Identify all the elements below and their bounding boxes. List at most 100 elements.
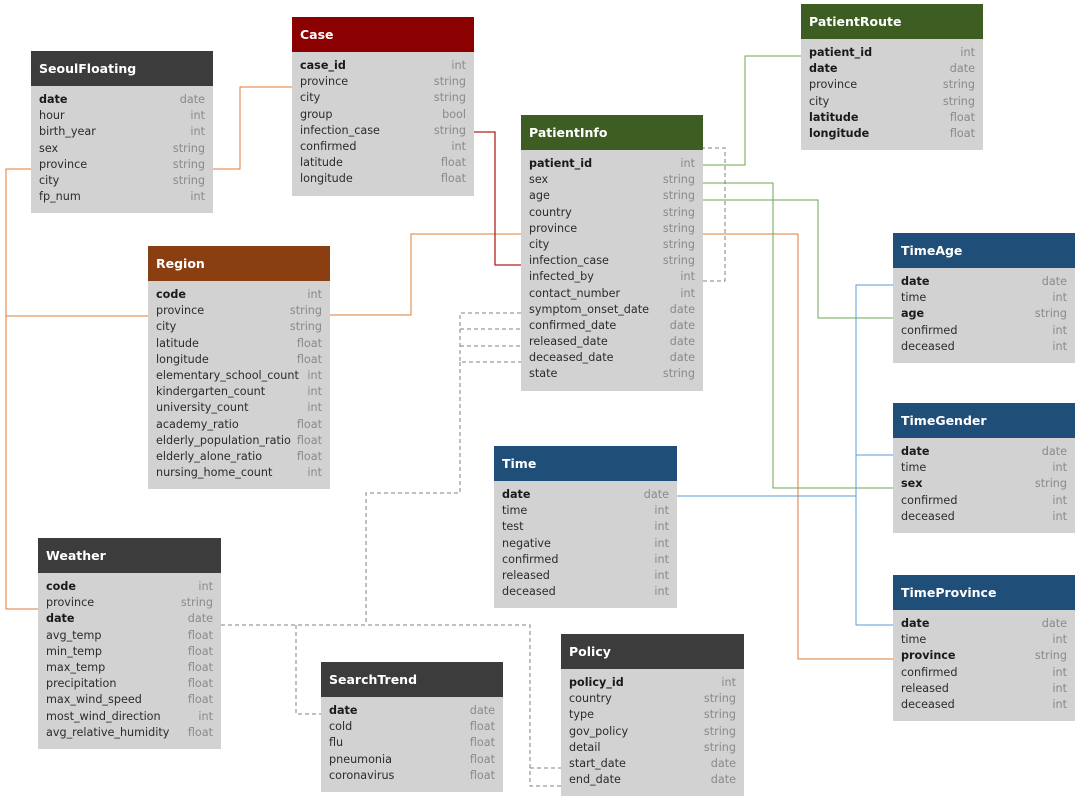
column-type: int — [307, 401, 322, 415]
column-row: birth_year int — [39, 124, 205, 140]
table-time[interactable]: Time date date time int test int negative int con… — [494, 446, 677, 609]
column-row: state string — [529, 366, 695, 382]
table-patientinfo[interactable]: PatientInfo patient_id int sex string age stri… — [521, 115, 703, 391]
column-name: released_date — [529, 335, 608, 349]
column-row: kindergarten_count int — [156, 384, 322, 400]
column-name: province — [46, 596, 95, 610]
column-row: type string — [569, 707, 736, 723]
column-type: int — [680, 286, 695, 300]
column-name: latitude — [156, 336, 199, 350]
link-case-patientinfo — [473, 131, 521, 266]
column-type: string — [942, 78, 975, 92]
column-list: date date time int province string confirmed in… — [893, 610, 1075, 721]
column-type: date — [710, 773, 736, 787]
column-row: province string — [39, 157, 205, 173]
column-row: university_count int — [156, 400, 322, 416]
column-type: float — [296, 336, 322, 350]
column-list: date date cold float flu float pneumonia float c… — [321, 697, 503, 792]
column-row: longitude float — [300, 171, 466, 187]
column-type: float — [440, 156, 466, 170]
column-name: pneumonia — [329, 752, 392, 766]
column-name: type — [569, 708, 594, 722]
column-name: province — [809, 78, 858, 92]
table-weather[interactable]: Weather code int province string date date avg_… — [38, 538, 221, 749]
column-type: bool — [442, 107, 466, 121]
column-row: province string — [529, 221, 695, 237]
column-type: string — [662, 205, 695, 219]
column-type: int — [654, 504, 669, 518]
column-type: date — [1041, 275, 1067, 288]
column-name: nursing_home_count — [156, 466, 273, 480]
column-row: detail string — [569, 740, 736, 756]
column-list: date date time int sex string confirmed int dece… — [893, 438, 1075, 533]
column-row: date date — [809, 61, 975, 77]
column-name: latitude — [809, 110, 859, 124]
column-name: longitude — [300, 172, 353, 186]
column-row: province string — [46, 595, 213, 611]
column-type: date — [187, 612, 213, 626]
column-name: infected_by — [529, 270, 594, 284]
column-type: int — [960, 46, 975, 59]
table-timeage[interactable]: TimeAge date date time int age string confirmed… — [893, 233, 1075, 363]
column-name: date — [901, 275, 930, 288]
column-name: latitude — [300, 156, 343, 170]
column-row: confirmed int — [300, 139, 466, 155]
column-row: confirmed int — [901, 493, 1067, 509]
column-row: date date — [39, 92, 205, 108]
table-seoulfloating[interactable]: SeoulFloating date date hour int birth_year in… — [31, 51, 213, 214]
column-list: code int province string date date avg_temp flo… — [38, 573, 221, 749]
column-name: date — [329, 704, 358, 717]
table-timegender[interactable]: TimeGender date date time int sex string confir… — [893, 403, 1075, 533]
table-title: TimeGender — [893, 403, 1075, 438]
column-name: code — [46, 580, 76, 593]
column-type: string — [703, 692, 736, 706]
column-type: string — [289, 320, 322, 334]
table-searchtrend[interactable]: SearchTrend date date cold float flu float pneu… — [321, 662, 503, 792]
table-timeprovince[interactable]: TimeProvince date date time int province strin… — [893, 575, 1075, 722]
column-type: int — [654, 585, 669, 599]
column-name: date — [39, 93, 68, 106]
column-type: date — [469, 704, 495, 717]
column-row: time int — [901, 290, 1067, 306]
table-title: Weather — [38, 538, 221, 573]
column-name: time — [901, 461, 927, 475]
column-type: string — [703, 724, 736, 738]
column-type: float — [187, 660, 213, 674]
column-type: string — [662, 221, 695, 235]
column-type: int — [654, 536, 669, 550]
column-name: country — [529, 205, 572, 219]
column-name: academy_ratio — [156, 417, 239, 431]
column-name: time — [901, 633, 927, 647]
column-row: deceased int — [901, 509, 1067, 525]
column-row: city string — [809, 94, 975, 110]
column-name: test — [502, 520, 524, 534]
column-type: int — [190, 109, 205, 123]
column-type: int — [190, 125, 205, 139]
column-row: cold float — [329, 719, 495, 735]
table-region[interactable]: Region code int province string city string lat… — [148, 246, 330, 490]
column-type: float — [469, 768, 495, 782]
column-name: university_count — [156, 401, 249, 415]
column-type: int — [307, 368, 322, 382]
column-row: group bool — [300, 107, 466, 123]
column-row: province string — [156, 303, 322, 319]
column-name: city — [300, 91, 321, 105]
column-type: string — [180, 596, 213, 610]
column-name: patient_id — [809, 46, 873, 59]
column-type: date — [710, 756, 736, 770]
column-name: cold — [329, 720, 353, 734]
column-name: deceased — [502, 585, 556, 599]
column-name: confirmed — [502, 552, 559, 566]
column-type: string — [942, 94, 975, 108]
column-row: city string — [156, 319, 322, 335]
column-row: age string — [901, 306, 1067, 322]
table-case[interactable]: Case case_id int province string city string gr… — [292, 17, 474, 196]
column-type: string — [433, 75, 466, 89]
column-list: date date hour int birth_year int sex string pro… — [31, 86, 213, 213]
column-row: latitude float — [156, 336, 322, 352]
table-patientroute[interactable]: PatientRoute patient_id int date date provinc… — [801, 4, 983, 151]
table-title: SeoulFloating — [31, 51, 213, 86]
column-type: date — [669, 351, 695, 365]
column-row: confirmed int — [901, 323, 1067, 339]
table-policy[interactable]: Policy policy_id int country string type strin… — [561, 634, 744, 797]
